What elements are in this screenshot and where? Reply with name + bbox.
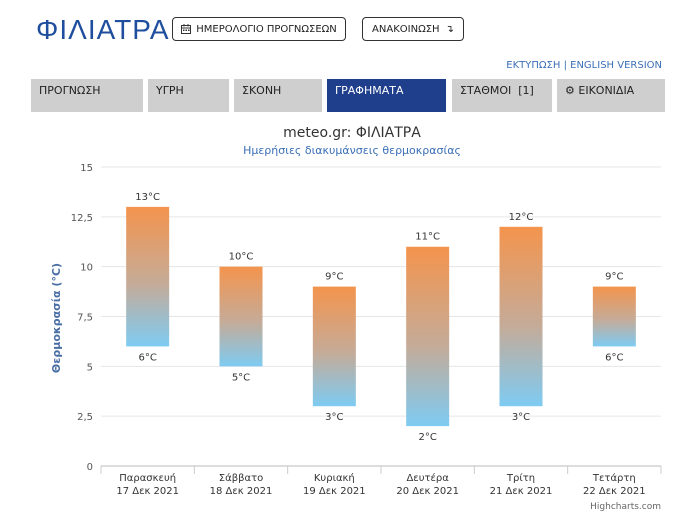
print-link[interactable]: ΕΚΤΥΠΩΣΗ — [506, 60, 561, 71]
link-separator: | — [563, 60, 571, 71]
temperature-range-bar[interactable] — [219, 266, 263, 367]
x-tick-label-date: 22 Δεκ 2021 — [583, 486, 646, 497]
x-tick-label-day: Παρασκευή — [119, 472, 176, 484]
high-temp-label: 12°C — [509, 212, 534, 223]
tab-label: ΥΓΡΗ — [156, 84, 184, 97]
arrow-down-icon: ↴ — [445, 23, 454, 35]
forecast-calendar-label: ΗΜΕΡΟΛΟΓΙΟ ΠΡΟΓΝΩΣΕΩΝ — [196, 23, 337, 35]
y-tick-label: 12,5 — [71, 213, 93, 224]
header-links: ΕΚΤΥΠΩΣΗ | ENGLISH VERSION — [506, 60, 662, 71]
chart-title: meteo.gr: ΦΙΛΙΑΤΡΑ — [283, 125, 421, 141]
announcement-label: ΑΝΑΚΟΙΝΩΣΗ — [372, 23, 440, 35]
high-temp-label: 9°C — [605, 272, 623, 283]
tab-label: ΣΚΟΝΗ — [242, 84, 282, 97]
calendar-icon — [181, 24, 192, 34]
temperature-range-bar[interactable] — [406, 246, 450, 427]
tab-forecast[interactable]: ΠΡΟΓΝΩΣΗ — [31, 79, 143, 112]
y-tick-label: 7,5 — [77, 313, 93, 324]
tab-label: ΣΤΑΘΜΟΙ [1] — [460, 84, 534, 97]
low-temp-label: 2°C — [418, 432, 436, 443]
y-axis-label: Θερμοκρασία (°C) — [50, 263, 63, 373]
tab-label: ΕΙΚΟΝΙΔΙΑ — [578, 84, 635, 97]
x-tick-label-date: 18 Δεκ 2021 — [210, 486, 273, 497]
x-tick-label-day: Δευτέρα — [406, 472, 449, 484]
x-tick-label-day: Τετάρτη — [592, 472, 636, 484]
high-temp-label: 13°C — [135, 192, 160, 203]
tab-humidity[interactable]: ΥΓΡΗ — [148, 79, 229, 112]
y-tick-label: 5 — [87, 362, 93, 373]
tab-label: ΓΡΑΦΗΜΑΤΑ — [335, 84, 404, 97]
low-temp-label: 3°C — [512, 412, 530, 423]
announcement-button[interactable]: ΑΝΑΚΟΙΝΩΣΗ ↴ — [362, 17, 464, 41]
y-tick-label: 2,5 — [77, 412, 93, 423]
x-tick-label-date: 20 Δεκ 2021 — [396, 486, 459, 497]
highcharts-credit[interactable]: Highcharts.com — [590, 502, 661, 512]
high-temp-label: 11°C — [415, 232, 440, 243]
x-tick-label-date: 19 Δεκ 2021 — [303, 486, 366, 497]
tab-stations[interactable]: ΣΤΑΘΜΟΙ [1] — [452, 79, 552, 112]
y-tick-label: 0 — [87, 462, 93, 473]
x-tick-label-date: 21 Δεκ 2021 — [490, 486, 553, 497]
low-temp-label: 6°C — [605, 352, 623, 363]
temperature-range-bar[interactable] — [592, 286, 636, 347]
y-tick-label: 10 — [80, 263, 93, 274]
chart-subtitle: Ημερήσιες διακυμάνσεις θερμοκρασίας — [243, 144, 461, 157]
x-tick-label-date: 17 Δεκ 2021 — [116, 486, 179, 497]
high-temp-label: 10°C — [229, 252, 254, 263]
english-version-link[interactable]: ENGLISH VERSION — [570, 60, 662, 71]
forecast-calendar-button[interactable]: ΗΜΕΡΟΛΟΓΙΟ ΠΡΟΓΝΩΣΕΩΝ — [172, 17, 346, 41]
temperature-chart: meteo.gr: ΦΙΛΙΑΤΡΑ Ημερήσιες διακυμάνσει… — [50, 125, 662, 512]
temperature-range-bar[interactable] — [126, 206, 170, 347]
page-title: ΦΙΛΙΑΤΡΑ — [36, 14, 170, 45]
x-tick-label-day: Κυριακή — [314, 472, 355, 484]
temperature-range-bar[interactable] — [499, 226, 543, 407]
low-temp-label: 5°C — [232, 372, 250, 383]
temperature-range-bar[interactable] — [312, 286, 356, 407]
tab-charts[interactable]: ΓΡΑΦΗΜΑΤΑ — [327, 79, 446, 112]
high-temp-label: 9°C — [325, 272, 343, 283]
x-tick-label-day: Τρίτη — [506, 472, 535, 484]
gear-icon: ⚙ — [565, 84, 575, 97]
y-tick-label: 15 — [80, 163, 93, 174]
low-temp-label: 6°C — [138, 352, 156, 363]
tab-dust[interactable]: ΣΚΟΝΗ — [234, 79, 322, 112]
x-tick-label-day: Σάββατο — [219, 472, 263, 484]
tab-icons[interactable]: ⚙ ΕΙΚΟΝΙΔΙΑ — [557, 79, 665, 112]
tab-label: ΠΡΟΓΝΩΣΗ — [39, 84, 101, 97]
low-temp-label: 3°C — [325, 412, 343, 423]
